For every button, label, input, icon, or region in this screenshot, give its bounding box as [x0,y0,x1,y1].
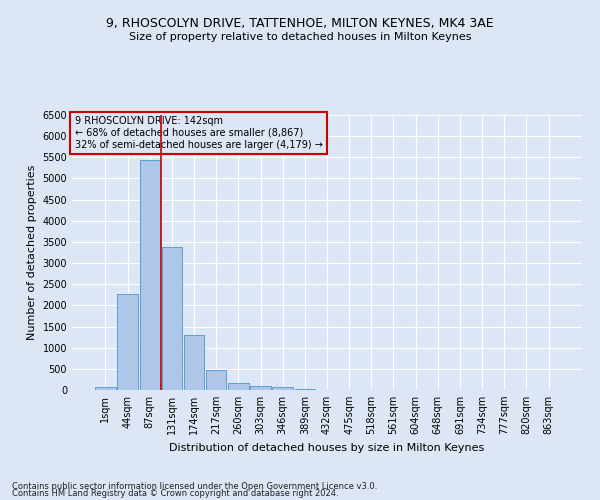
Bar [272,388,293,390]
Text: Contains HM Land Registry data © Crown copyright and database right 2024.: Contains HM Land Registry data © Crown c… [12,488,338,498]
Bar [228,383,248,390]
X-axis label: Distribution of detached houses by size in Milton Keynes: Distribution of detached houses by size … [169,442,485,452]
Bar [250,386,271,390]
Bar [295,388,315,390]
Text: Contains public sector information licensed under the Open Government Licence v3: Contains public sector information licen… [12,482,377,491]
Bar [95,388,116,390]
Bar [118,294,138,390]
Text: 9 RHOSCOLYN DRIVE: 142sqm
← 68% of detached houses are smaller (8,867)
32% of se: 9 RHOSCOLYN DRIVE: 142sqm ← 68% of detac… [74,116,322,150]
Bar [184,335,204,390]
Y-axis label: Number of detached properties: Number of detached properties [27,165,37,340]
Bar [140,160,160,390]
Bar [161,247,182,390]
Bar [206,370,226,390]
Text: Size of property relative to detached houses in Milton Keynes: Size of property relative to detached ho… [129,32,471,42]
Text: 9, RHOSCOLYN DRIVE, TATTENHOE, MILTON KEYNES, MK4 3AE: 9, RHOSCOLYN DRIVE, TATTENHOE, MILTON KE… [106,18,494,30]
